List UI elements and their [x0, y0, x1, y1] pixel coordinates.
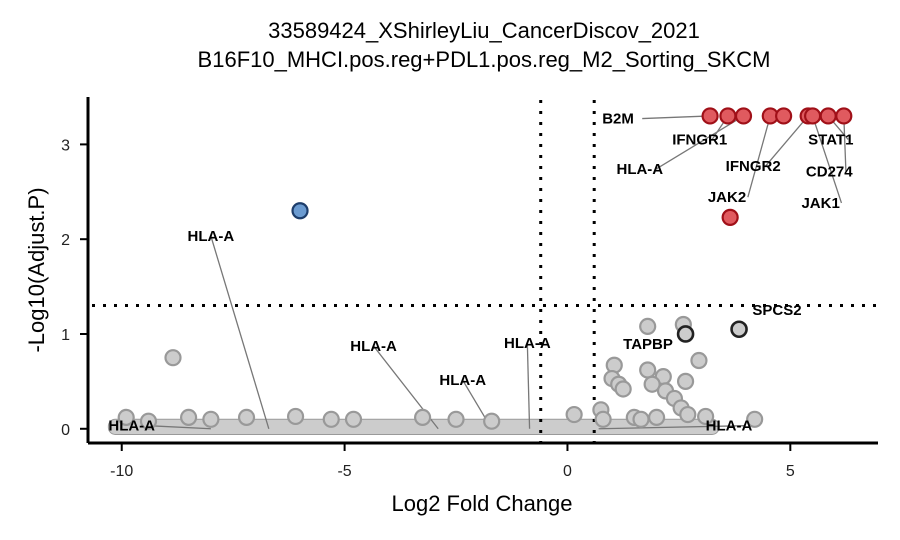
- gene-label-jak1: JAK1: [801, 195, 839, 212]
- data-point-up: [701, 107, 719, 125]
- y-tick-label: 2: [61, 232, 70, 249]
- data-point-up: [819, 107, 837, 125]
- label-connector-7: [747, 115, 771, 198]
- gene-label-ifngr1: IFNGR1: [672, 131, 727, 148]
- data-point-ns: [690, 351, 708, 370]
- gene-label-hla-a: HLA-A: [439, 372, 486, 389]
- data-point-ns: [679, 405, 697, 424]
- plot-area: B2M IFNGR1 HLA-A IFNGR2 STAT1 CD274 JAK2 JAK1 SP…: [92, 100, 878, 443]
- gene-label-hla-a: HLA-A: [350, 338, 397, 355]
- data-point-up: [775, 107, 793, 125]
- data-point-highlight: [730, 320, 748, 339]
- y-tick-label: 3: [61, 137, 70, 154]
- gene-label-hla-a: HLA-A: [188, 228, 235, 245]
- data-point-ns: [594, 410, 612, 428]
- label-connector-15: [148, 425, 211, 430]
- data-point-ns: [746, 410, 764, 428]
- x-tick-label: -5: [337, 463, 351, 480]
- data-point-ns: [632, 410, 650, 428]
- data-point-ns: [447, 410, 465, 428]
- data-point-ns: [117, 408, 135, 427]
- y-tick-label: 0: [61, 422, 70, 439]
- data-point-ns: [322, 410, 340, 428]
- gene-label-spcs2: SPCS2: [752, 302, 801, 319]
- data-point-ns: [344, 410, 363, 428]
- data-point-ns: [286, 407, 305, 426]
- data-point-ns: [164, 349, 182, 367]
- data-point-up: [835, 107, 853, 125]
- gene-label-stat1: STAT1: [808, 131, 853, 148]
- x-tick-label: 5: [786, 463, 795, 480]
- gene-label-ifngr2: IFNGR2: [726, 158, 781, 175]
- data-point-ns: [180, 408, 198, 427]
- data-point-highlight: [676, 325, 695, 343]
- gene-label-hla-a: HLA-A: [706, 418, 753, 435]
- gene-label-hla-a: HLA-A: [616, 161, 663, 178]
- label-connector-4: [765, 115, 809, 167]
- data-point-ns: [614, 380, 632, 398]
- y-axis-title: -Log10(Adjust.P): [24, 187, 49, 352]
- data-point-ns: [139, 412, 158, 430]
- data-point-up: [734, 107, 753, 125]
- chart-subtitle: B16F10_MHCI.pos.reg+PDL1.pos.reg_M2_Sort…: [198, 47, 771, 72]
- label-connector-14: [526, 343, 531, 429]
- gene-label-jak2: JAK2: [708, 189, 746, 206]
- data-point-ns: [647, 408, 666, 427]
- axis-ticks: -10 -5 0 5 0 1 2 3: [61, 137, 795, 480]
- label-connector-8: [811, 115, 843, 204]
- data-point-ns: [414, 408, 432, 427]
- gene-label-cd274: CD274: [806, 164, 853, 181]
- data-point-up: [719, 107, 737, 125]
- gene-label-hla-a: HLA-A: [108, 418, 155, 435]
- data-point-ns: [483, 412, 501, 430]
- data-point-ns: [565, 405, 583, 424]
- data-point-ns: [697, 407, 715, 426]
- x-axis-title: Log2 Fold Change: [391, 491, 572, 516]
- x-tick-label: -10: [110, 463, 133, 480]
- x-tick-label: 0: [563, 463, 572, 480]
- gene-label-tapbp: TAPBP: [623, 336, 673, 353]
- label-connector-11: [210, 235, 270, 429]
- data-point-ns: [639, 317, 657, 336]
- data-point-ns: [643, 375, 661, 393]
- label-connector-3: [656, 115, 744, 170]
- y-tick-label: 1: [61, 327, 70, 344]
- data-point-ns: [202, 410, 220, 428]
- chart-title: 33589424_XShirleyLiu_CancerDiscov_2021: [268, 18, 700, 43]
- data-point-up: [721, 208, 739, 226]
- label-connector-16: [598, 425, 746, 430]
- data-point-ns: [237, 408, 256, 427]
- gene-label-hla-a: HLA-A: [504, 335, 551, 352]
- data-point-down: [291, 202, 309, 220]
- data-point-up: [803, 107, 822, 125]
- gene-label-b2m: B2M: [602, 111, 634, 128]
- data-point-ns: [639, 361, 657, 379]
- data-point-ns: [676, 372, 695, 390]
- label-connector-6: [843, 115, 847, 172]
- label-connector-1: [642, 115, 711, 120]
